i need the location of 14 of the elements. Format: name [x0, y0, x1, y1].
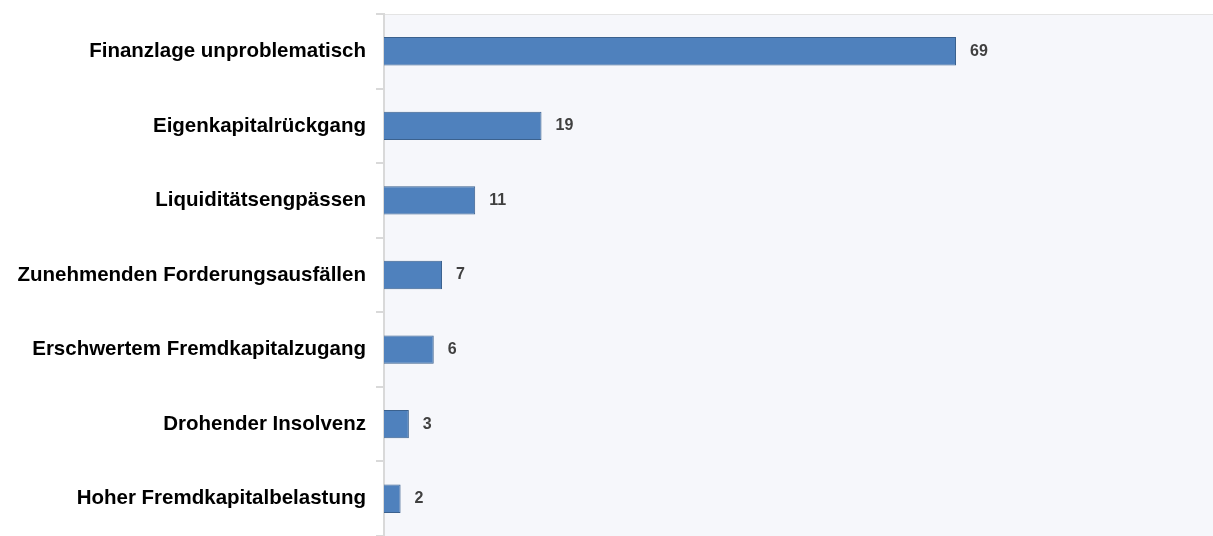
data-label: 6 — [447, 339, 457, 357]
y-tick-label: Liquiditätsengpässen — [155, 187, 366, 211]
y-tick-label: Zunehmenden Forderungsausfällen — [17, 261, 366, 285]
y-tick-label: Eigenkapitalrückgang — [152, 112, 366, 136]
data-label: 19 — [555, 116, 574, 134]
data-label: 69 — [970, 41, 988, 59]
data-label: 7 — [456, 265, 466, 283]
y-tick-label: Drohender Insolvenz — [163, 410, 366, 434]
y-tick-label: Hoher Fremdkapitalbelastung — [76, 485, 366, 509]
data-label: 3 — [422, 414, 432, 432]
y-tick-label: Erschwertem Fremdkapitalzugang — [32, 336, 366, 360]
data-label: 11 — [489, 190, 507, 208]
y-tick-label: Finanzlage unproblematisch — [89, 37, 366, 61]
data-label: 2 — [414, 489, 424, 507]
